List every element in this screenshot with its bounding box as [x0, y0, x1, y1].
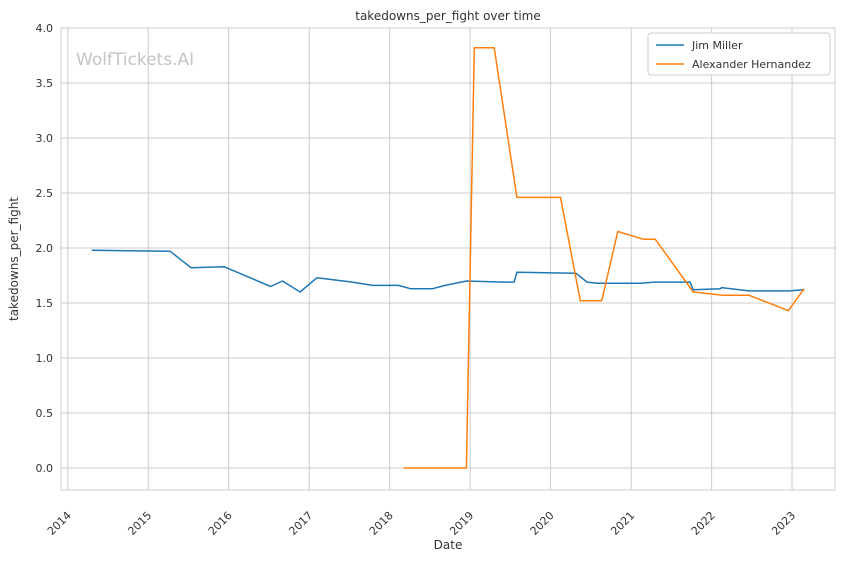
x-tick-label: 2018 [367, 509, 396, 538]
y-tick-label: 3.0 [36, 132, 54, 145]
x-tick-label: 2015 [125, 509, 154, 538]
y-tick-label: 0.5 [36, 407, 54, 420]
x-tick-label: 2021 [608, 509, 637, 538]
y-tick-label: 4.0 [36, 22, 54, 35]
x-tick-label: 2019 [447, 509, 476, 538]
y-tick-label: 0.0 [36, 462, 54, 475]
x-tick-label: 2020 [528, 509, 557, 538]
y-tick-label: 3.5 [36, 77, 54, 90]
legend-box [647, 32, 831, 76]
legend-label-jim-miller: Jim Miller [691, 39, 743, 52]
y-tick-label: 2.5 [36, 187, 54, 200]
x-tick-label: 2022 [689, 509, 718, 538]
x-tick-label: 2017 [286, 509, 315, 538]
y-tick-label: 1.5 [36, 297, 54, 310]
x-tick-label: 2014 [45, 509, 74, 538]
y-tick-label: 1.0 [36, 352, 54, 365]
chart-title: takedowns_per_fight over time [355, 9, 541, 23]
watermark: WolfTickets.AI [76, 50, 194, 70]
grid [61, 27, 835, 490]
series-lines [91, 47, 805, 469]
legend-label-alexander-hernandez: Alexander Hernandez [692, 58, 811, 71]
x-tick-label: 2016 [206, 509, 235, 538]
y-axis-label: takedowns_per_fight [7, 197, 21, 321]
y-tick-label: 2.0 [36, 242, 54, 255]
x-tick-label: 2023 [769, 509, 798, 538]
series-line-jim-miller [91, 249, 804, 293]
series-line-alexander-hernandez [403, 47, 805, 469]
x-axis-label: Date [434, 538, 463, 552]
legend: Jim Miller Alexander Hernandez [647, 32, 831, 76]
plot-area-frame [60, 27, 836, 491]
